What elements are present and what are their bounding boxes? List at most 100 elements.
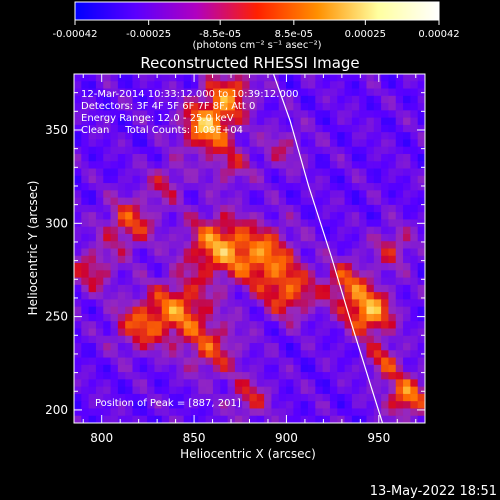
heatmap-cell bbox=[110, 95, 119, 104]
heatmap-cell bbox=[344, 168, 353, 177]
heatmap-cell bbox=[329, 146, 338, 155]
heatmap-cell bbox=[198, 284, 207, 293]
heatmap-cell bbox=[227, 153, 236, 162]
heatmap-cell bbox=[88, 292, 97, 300]
heatmap-cell bbox=[278, 183, 287, 191]
heatmap-cell bbox=[315, 74, 324, 82]
heatmap-cell bbox=[227, 401, 236, 410]
heatmap-cell bbox=[315, 270, 324, 279]
heatmap-cell bbox=[74, 139, 82, 148]
heatmap-cell bbox=[169, 313, 177, 322]
heatmap-cell bbox=[344, 219, 353, 228]
heatmap-cell bbox=[351, 183, 360, 191]
heatmap-cell bbox=[286, 357, 294, 366]
heatmap-cell bbox=[103, 146, 112, 155]
heatmap-cell bbox=[278, 277, 287, 286]
heatmap-cell bbox=[103, 161, 112, 170]
heatmap-cell bbox=[117, 292, 126, 300]
heatmap-cell bbox=[110, 263, 119, 271]
heatmap-cell bbox=[191, 299, 199, 308]
heatmap-cell bbox=[293, 241, 302, 250]
heatmap-cell bbox=[74, 328, 82, 337]
heatmap-cell bbox=[81, 408, 90, 417]
heatmap-cell bbox=[271, 306, 280, 315]
heatmap-cell bbox=[381, 350, 390, 359]
heatmap-cell bbox=[381, 306, 390, 315]
heatmap-cell bbox=[388, 306, 397, 315]
heatmap-cell bbox=[220, 241, 229, 250]
heatmap-cell bbox=[198, 364, 207, 373]
heatmap-cell bbox=[337, 175, 346, 184]
heatmap-cell bbox=[388, 212, 397, 221]
heatmap-cell bbox=[249, 139, 258, 148]
heatmap-cell bbox=[403, 110, 411, 119]
heatmap-cell bbox=[395, 81, 404, 90]
heatmap-cell bbox=[381, 401, 390, 410]
heatmap-cell bbox=[103, 343, 112, 351]
heatmap-cell bbox=[315, 415, 324, 423]
heatmap-cell bbox=[410, 357, 419, 366]
y-tick-label: 250 bbox=[45, 310, 68, 324]
heatmap-cell bbox=[205, 328, 214, 337]
heatmap-cell bbox=[286, 204, 294, 213]
heatmap-cell bbox=[205, 343, 214, 351]
heatmap-cell bbox=[212, 139, 221, 148]
heatmap-cell bbox=[154, 183, 163, 191]
heatmap-cell bbox=[103, 263, 112, 271]
heatmap-cell bbox=[322, 372, 331, 380]
heatmap-cell bbox=[403, 284, 411, 293]
heatmap-cell bbox=[329, 95, 338, 104]
heatmap-cell bbox=[74, 263, 82, 271]
heatmap-cell bbox=[227, 393, 236, 402]
heatmap-cell bbox=[183, 219, 192, 228]
heatmap-cell bbox=[395, 183, 404, 191]
heatmap-cell bbox=[271, 161, 280, 170]
heatmap-cell bbox=[351, 386, 360, 395]
heatmap-cell bbox=[169, 204, 177, 213]
heatmap-cell bbox=[373, 74, 382, 82]
heatmap-cell bbox=[205, 313, 214, 322]
heatmap-cell bbox=[110, 132, 119, 141]
heatmap-cell bbox=[103, 219, 112, 228]
heatmap-cell bbox=[183, 175, 192, 184]
heatmap-cell bbox=[110, 81, 119, 90]
heatmap-cell bbox=[286, 328, 294, 337]
heatmap-cell bbox=[278, 103, 287, 111]
heatmap-cell bbox=[359, 226, 368, 235]
heatmap-cell bbox=[117, 350, 126, 359]
heatmap-cell bbox=[366, 197, 375, 206]
heatmap-cell bbox=[242, 81, 251, 90]
heatmap-cell bbox=[110, 233, 119, 242]
heatmap-cell bbox=[256, 357, 265, 366]
heatmap-cell bbox=[417, 212, 425, 221]
heatmap-cell bbox=[337, 357, 346, 366]
heatmap-cell bbox=[205, 226, 214, 235]
heatmap-cell bbox=[110, 335, 119, 344]
heatmap-cell bbox=[373, 124, 382, 133]
heatmap-cell bbox=[395, 292, 404, 300]
heatmap-cell bbox=[147, 408, 156, 417]
heatmap-cell bbox=[198, 95, 207, 104]
heatmap-cell bbox=[286, 292, 294, 300]
heatmap-cell bbox=[81, 212, 90, 221]
heatmap-cell bbox=[88, 255, 97, 264]
heatmap-cell bbox=[147, 197, 156, 206]
heatmap-cell bbox=[183, 204, 192, 213]
heatmap-cell bbox=[403, 393, 411, 402]
heatmap-cell bbox=[308, 95, 316, 104]
heatmap-cell bbox=[198, 190, 207, 199]
heatmap-cell bbox=[278, 212, 287, 221]
heatmap-cell bbox=[329, 415, 338, 423]
heatmap-cell bbox=[220, 204, 229, 213]
heatmap-cell bbox=[161, 277, 170, 286]
heatmap-cell bbox=[154, 226, 163, 235]
heatmap-cell bbox=[117, 328, 126, 337]
heatmap-cell bbox=[212, 226, 221, 235]
heatmap-cell bbox=[351, 364, 360, 373]
heatmap-cell bbox=[322, 263, 331, 271]
heatmap-cell bbox=[95, 197, 104, 206]
heatmap-cell bbox=[278, 284, 287, 293]
heatmap-cell bbox=[410, 132, 419, 141]
heatmap-cell bbox=[234, 103, 243, 111]
heatmap-cell bbox=[351, 139, 360, 148]
